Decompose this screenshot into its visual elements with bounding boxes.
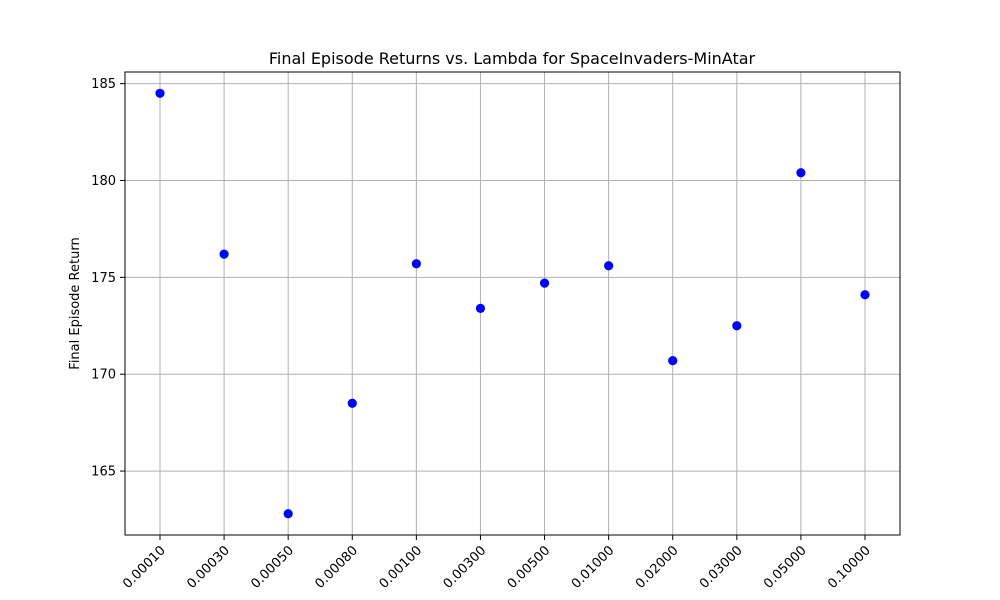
data-point [283, 509, 293, 519]
plot-frame [124, 71, 901, 536]
data-point [668, 356, 678, 366]
y-tick-label: 165 [91, 465, 116, 480]
data-point [475, 303, 486, 313]
data-point [411, 259, 421, 269]
data-point [732, 321, 742, 331]
y-tick-label: 170 [91, 368, 116, 383]
y-tick-label: 175 [91, 271, 116, 286]
data-point [860, 290, 870, 300]
chart-title: Final Episode Returns vs. Lambda for Spa… [269, 49, 756, 68]
data-points [155, 88, 870, 519]
data-point [539, 278, 550, 288]
data-point [604, 261, 614, 271]
grid-layer [125, 72, 900, 535]
data-point [155, 88, 165, 98]
y-axis-label: Final Episode Return [68, 237, 83, 369]
data-point [796, 168, 806, 178]
data-point [347, 398, 357, 408]
y-tick-label: 185 [91, 77, 116, 92]
y-tick-label: 180 [91, 174, 116, 189]
data-point [219, 249, 229, 259]
